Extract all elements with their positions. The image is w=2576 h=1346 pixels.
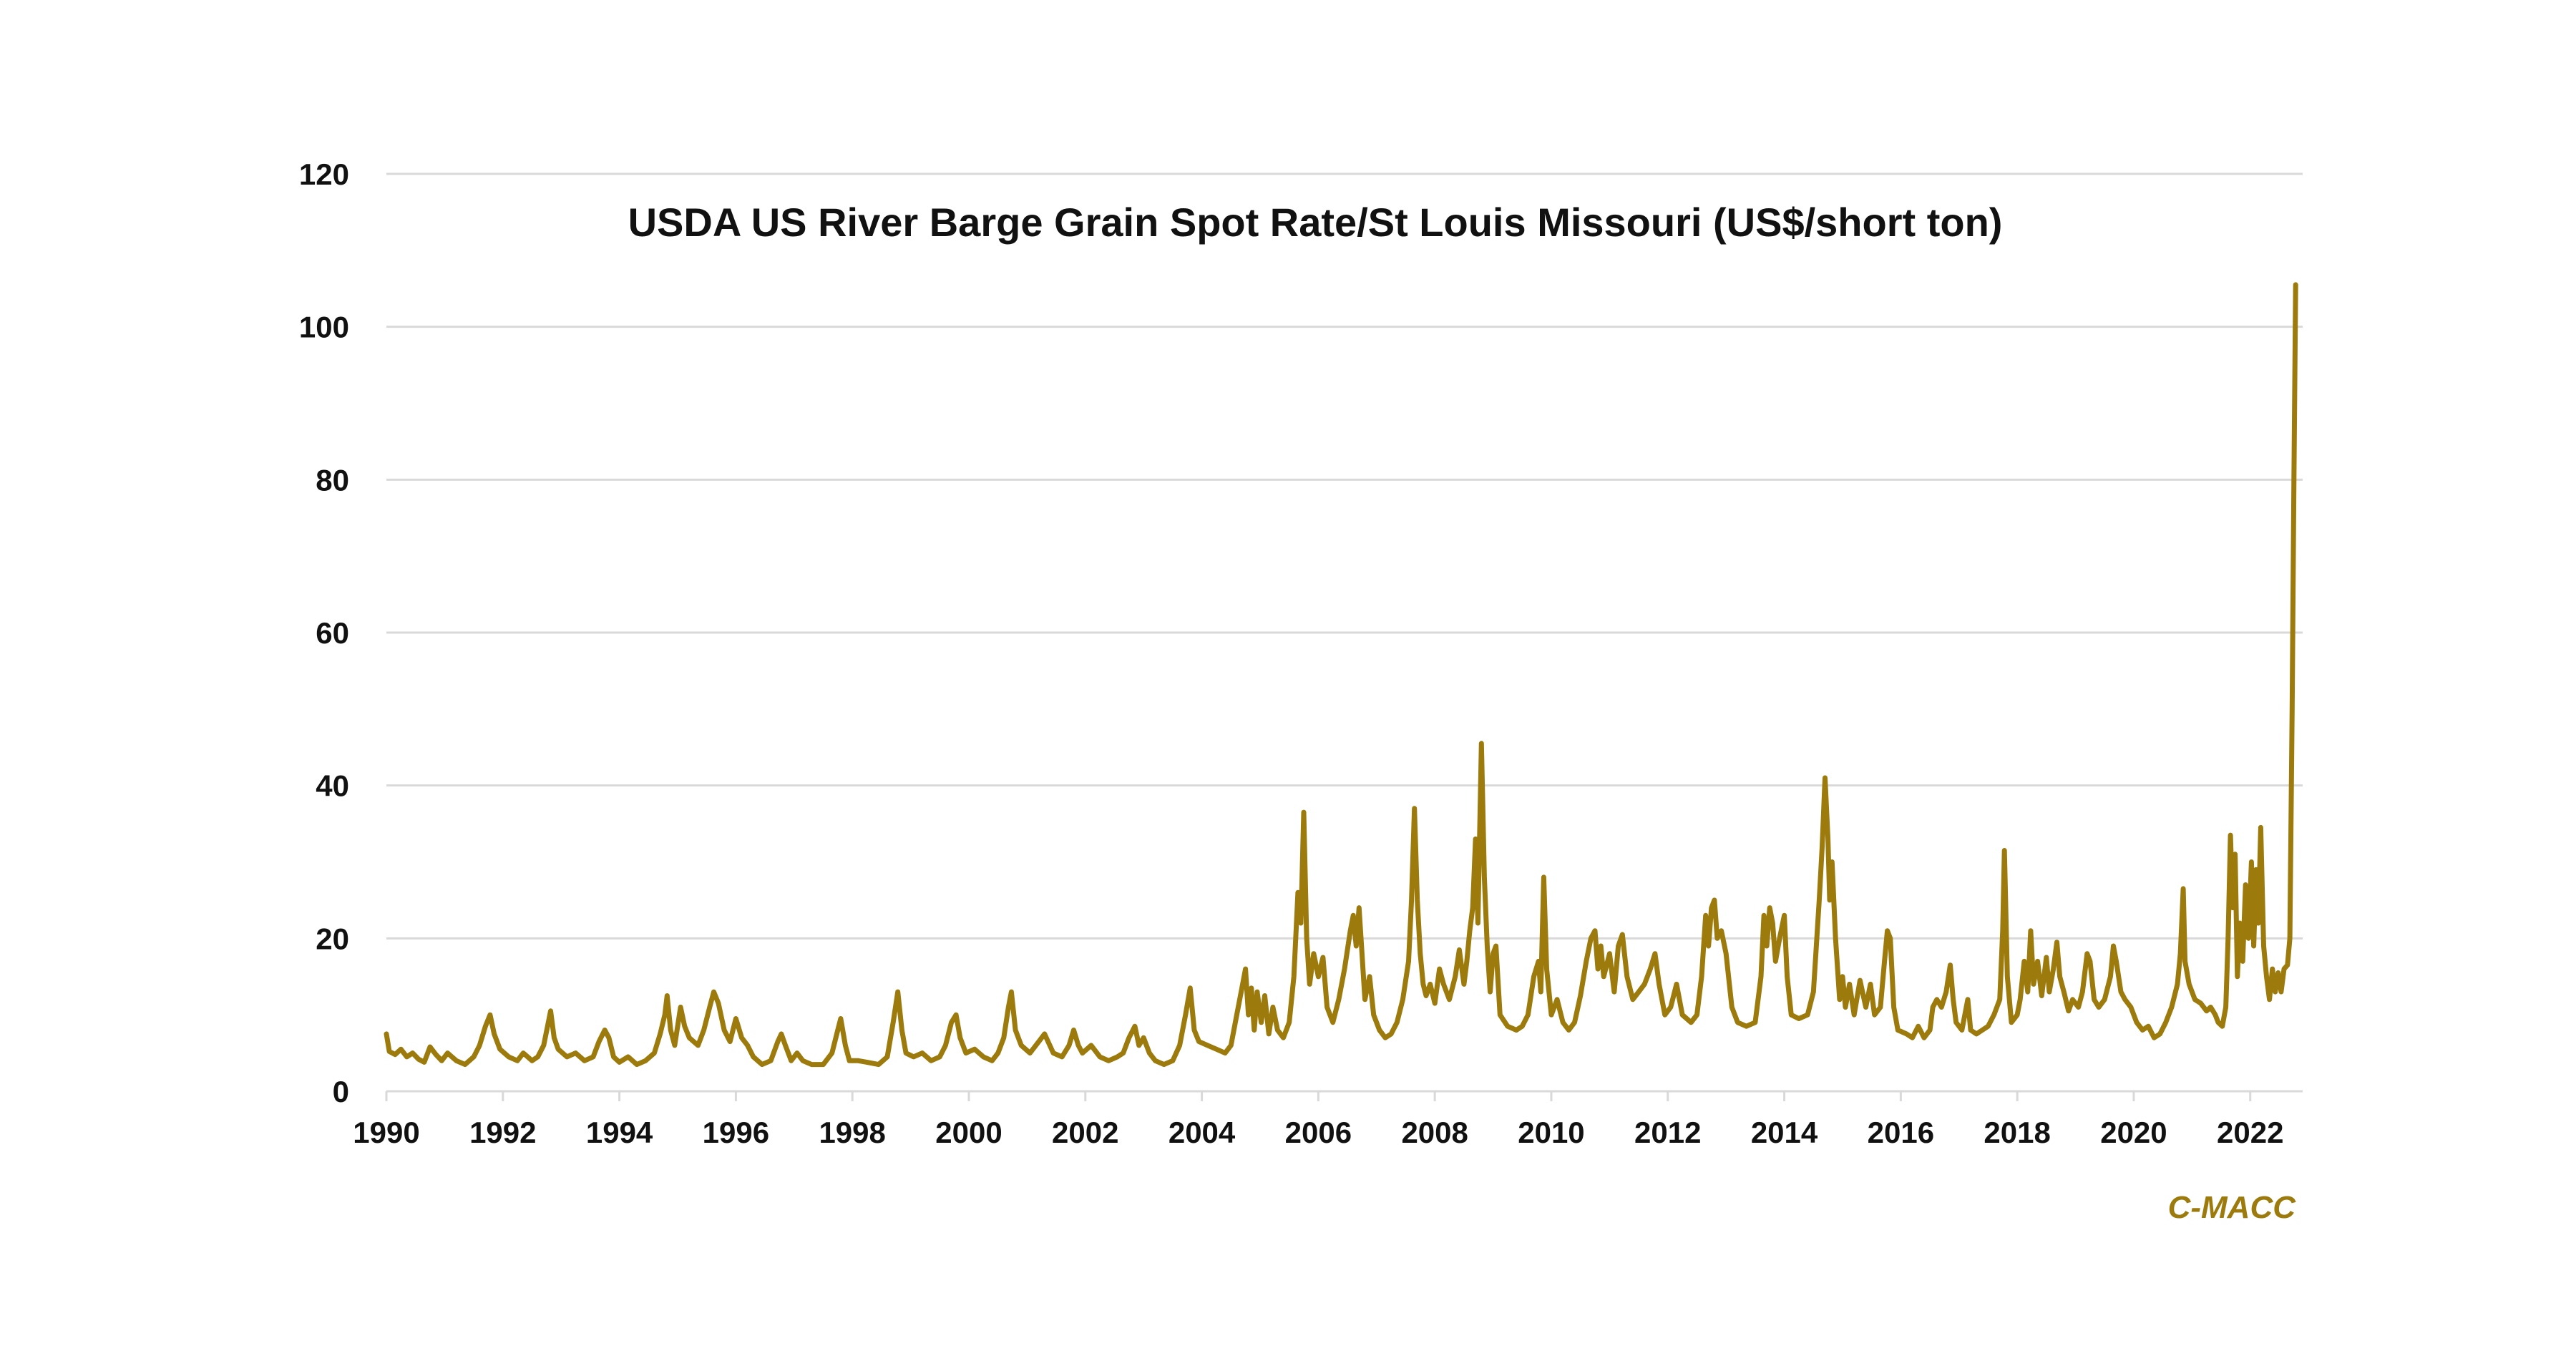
gridlines	[386, 172, 2303, 940]
chart-title: USDA US River Barge Grain Spot Rate/St L…	[628, 200, 2003, 245]
y-tick-label: 40	[316, 769, 349, 803]
series-line	[384, 282, 2298, 1068]
x-axis-tick-labels: 1990 1992 1994 1996 1998 2000 2002 2004 2006 2008…	[353, 1116, 2283, 1149]
x-tick-label: 2000	[935, 1116, 1002, 1149]
y-tick-label: 120	[299, 157, 349, 191]
source-label: C-MACC	[2168, 1190, 2297, 1225]
x-tick-label: 2020	[2100, 1116, 2167, 1149]
x-tick-label: 2018	[1984, 1116, 2050, 1149]
x-tick-label: 2016	[1868, 1116, 1934, 1149]
x-tick-label: 2008	[1401, 1116, 1468, 1149]
x-tick-label: 2006	[1285, 1116, 1352, 1149]
x-tick-label: 2002	[1052, 1116, 1118, 1149]
x-tick-label: 2014	[1751, 1116, 1818, 1149]
x-axis	[385, 1090, 2303, 1101]
x-tick-label: 2010	[1518, 1116, 1584, 1149]
y-tick-label: 100	[299, 311, 349, 344]
y-tick-label: 60	[316, 616, 349, 650]
x-tick-label: 2022	[2217, 1116, 2283, 1149]
y-axis-tick-labels: 0 20 40 60 80 100 120	[299, 157, 349, 1108]
x-tick-label: 1992	[469, 1116, 536, 1149]
x-tick-label: 1998	[819, 1116, 885, 1149]
x-tick-label: 1990	[353, 1116, 419, 1149]
x-tick-label: 1994	[586, 1116, 653, 1149]
x-tick-label: 1996	[703, 1116, 769, 1149]
series-layer	[384, 282, 2298, 1068]
y-tick-label: 20	[316, 922, 349, 955]
y-tick-label: 0	[333, 1075, 349, 1108]
x-tick-label: 2004	[1169, 1116, 1236, 1149]
y-tick-label: 80	[316, 463, 349, 497]
x-tick-label: 2012	[1634, 1116, 1701, 1149]
